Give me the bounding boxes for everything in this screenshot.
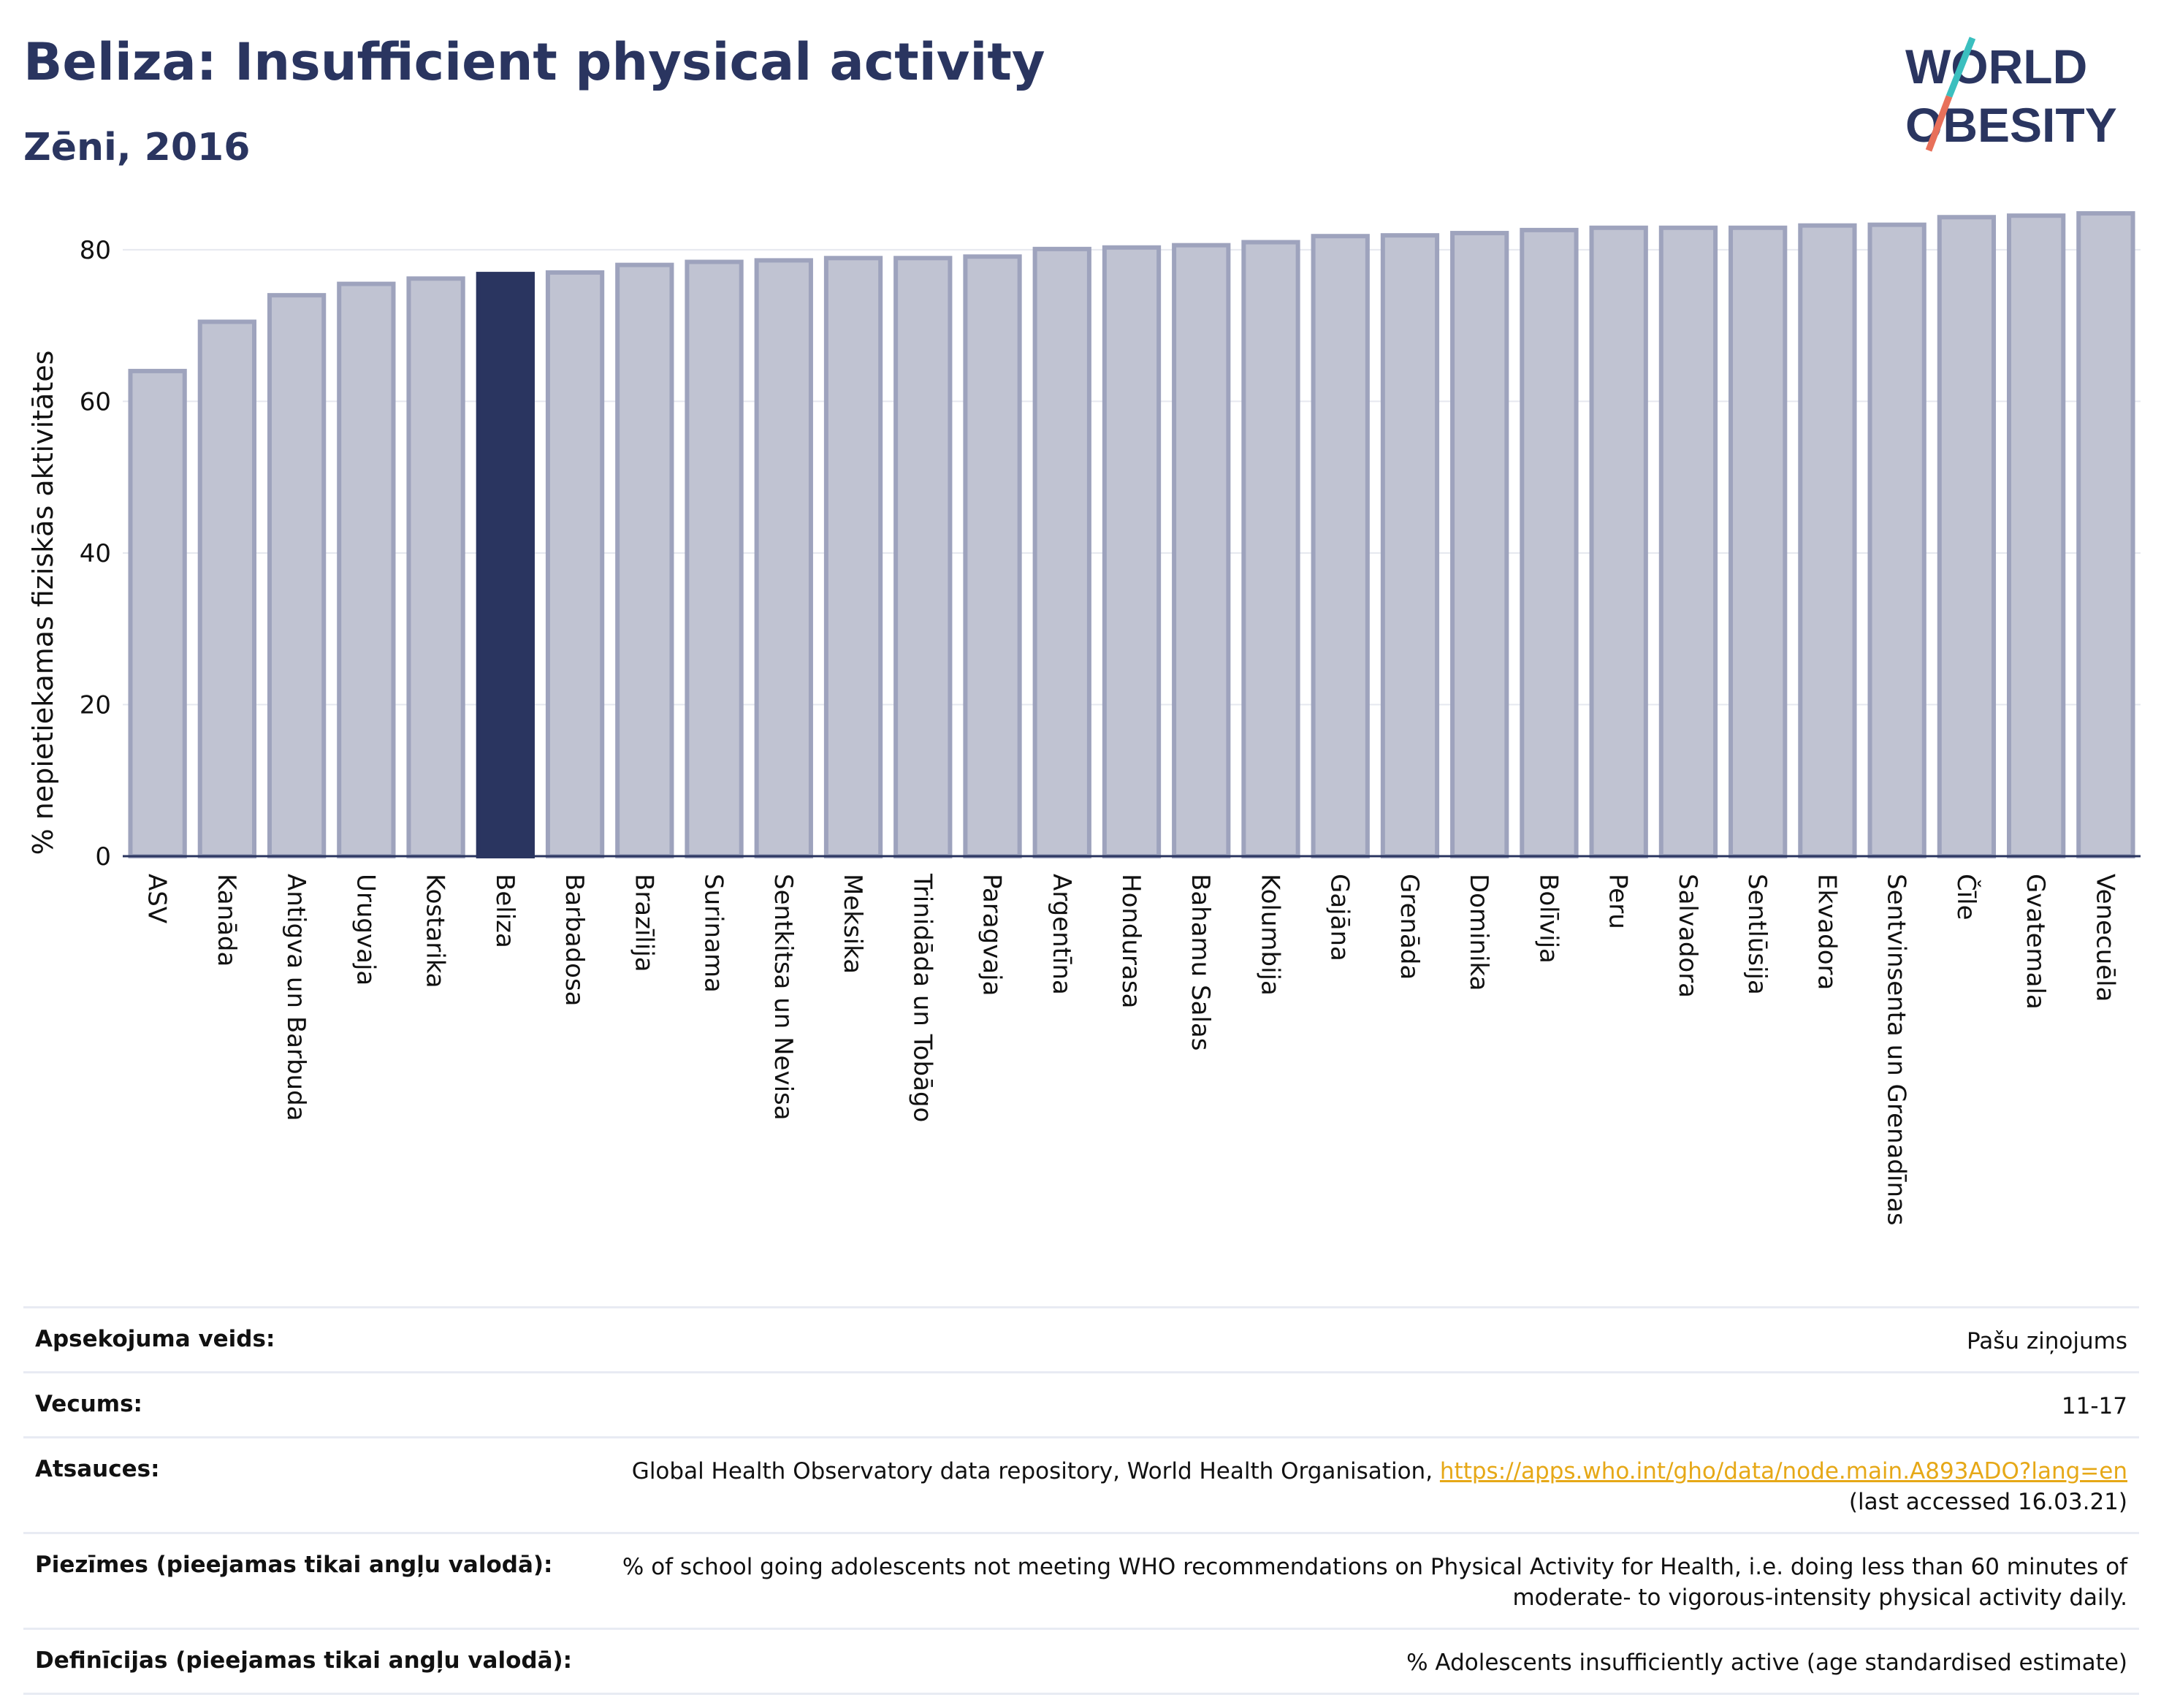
bar-paragvaja xyxy=(963,254,1022,858)
bar-antigva-un-barbuda xyxy=(267,293,327,858)
y-axis: 0 20 40 60 80 xyxy=(80,236,111,872)
bar-sentkitsa-un-nevisa xyxy=(754,258,813,858)
x-tick-label: Barbadosa xyxy=(560,874,589,1007)
bar-hondurasa xyxy=(1102,245,1162,858)
x-tick-label: Kanāda xyxy=(212,874,241,967)
logo-line1: WORLD xyxy=(1905,39,2087,94)
meta-row-definitions: Definīcijas (pieejamas tikai angļu valod… xyxy=(23,1628,2139,1695)
bar-grenāda xyxy=(1380,233,1440,858)
y-tick-label: 60 xyxy=(80,387,111,416)
x-tick-label: Hondurasa xyxy=(1116,874,1146,1008)
x-tick-label: Urugvaja xyxy=(351,874,380,985)
bar-dominika xyxy=(1450,231,1509,858)
bar-urugvaja xyxy=(337,281,396,858)
bar-barbadosa xyxy=(545,270,605,858)
x-tick-label: Surinama xyxy=(699,874,728,993)
y-tick-label: 20 xyxy=(80,690,111,720)
x-tick-label: Grenāda xyxy=(1395,874,1424,980)
meta-value: Global Health Observatory data repositor… xyxy=(632,1456,2127,1517)
reference-link[interactable]: https://apps.who.int/gho/data/node.main.… xyxy=(1439,1458,2127,1484)
reference-text: Global Health Observatory data repositor… xyxy=(631,1458,1440,1484)
meta-label: Apsekojuma veids: xyxy=(35,1326,275,1352)
x-tick-label: Bahamu Salas xyxy=(1186,874,1215,1051)
metadata-table: Apsekojuma veids: Pašu ziņojums Vecums: … xyxy=(23,1306,2139,1695)
y-axis-label: % nepietiekamas fiziskās aktivitātes xyxy=(27,351,59,855)
chart-title: Beliza: Insufficient physical activity xyxy=(23,32,1045,92)
bar-asv xyxy=(128,368,187,858)
bar-sentvinsenta-un-grenadīnas xyxy=(1867,222,1926,858)
bar-čīle xyxy=(1937,215,1997,858)
bar-sentlūsija xyxy=(1729,225,1788,858)
bars xyxy=(128,211,2135,859)
x-tick-label: Gajāna xyxy=(1325,874,1354,961)
meta-row-survey-type: Apsekojuma veids: Pašu ziņojums xyxy=(23,1306,2139,1371)
reference-accessed: (last accessed 16.03.21) xyxy=(1848,1489,2127,1515)
x-tick-label: Ekvadora xyxy=(1812,874,1841,990)
x-axis: ASV Kanāda Antigva un Barbuda Urugvaja Kosta… xyxy=(123,855,2141,1226)
x-tick-label: Dominika xyxy=(1464,874,1493,991)
notes-line1: % of school going adolescents not meetin… xyxy=(622,1554,2127,1580)
bar-bolīvija xyxy=(1520,227,1579,859)
y-tick-label: 0 xyxy=(95,842,111,872)
x-tick-label: Salvadora xyxy=(1673,874,1702,998)
x-tick-label: ASV xyxy=(142,874,172,923)
meta-value: Pašu ziņojums xyxy=(1966,1328,2127,1354)
chart-subtitle: Zēni, 2016 xyxy=(23,126,251,169)
meta-row-references: Atsauces: Global Health Observatory data… xyxy=(23,1436,2139,1532)
bar-salvadora xyxy=(1658,225,1718,858)
meta-value: 11-17 xyxy=(2061,1393,2127,1419)
bar-venecuēla xyxy=(2076,211,2135,858)
meta-row-age: Vecums: 11-17 xyxy=(23,1371,2139,1436)
y-tick-label: 40 xyxy=(80,539,111,568)
notes-line2: moderate- to vigorous-intensity physical… xyxy=(1512,1585,2127,1611)
x-tick-label: Beliza xyxy=(490,874,519,948)
meta-row-notes: Piezīmes (pieejamas tikai angļu valodā):… xyxy=(23,1532,2139,1628)
meta-label: Vecums: xyxy=(35,1391,142,1417)
x-tick-label: Brazīlija xyxy=(629,874,658,972)
x-tick-label: Sentkitsa un Nevisa xyxy=(769,874,798,1121)
x-tick-label: Kolumbija xyxy=(1255,874,1284,996)
x-tick-label: Venecuēla xyxy=(2090,874,2119,1002)
bar-ekvadora xyxy=(1798,223,1857,858)
x-tick-label: Čīle xyxy=(1951,874,1981,920)
x-tick-label: Paragvaja xyxy=(977,874,1007,996)
bar-bahamu-salas xyxy=(1172,243,1231,858)
logo-slash-teal xyxy=(1945,37,1976,98)
bar-gajāna xyxy=(1311,234,1370,858)
x-tick-label: Meksika xyxy=(838,874,867,974)
x-tick-label: Trinidāda un Tobāgo xyxy=(907,873,937,1122)
meta-label: Piezīmes (pieejamas tikai angļu valodā): xyxy=(35,1552,553,1578)
bar-chart: 0 20 40 60 80 ASV Kanāda Antigva un Barbuda Uru… xyxy=(27,211,2141,1226)
meta-value: % Adolescents insufficiently active (age… xyxy=(1406,1650,2127,1676)
x-tick-label: Peru xyxy=(1604,874,1633,929)
bar-surinama xyxy=(685,259,744,859)
meta-label: Atsauces: xyxy=(35,1456,160,1482)
x-tick-label: Argentīna xyxy=(1047,874,1076,995)
bar-trinidāda-un-tobāgo xyxy=(893,256,953,859)
logo-slash-coral xyxy=(1925,95,1953,152)
bar-brazīlija xyxy=(615,262,674,858)
bar-meksika xyxy=(823,256,883,859)
bar-peru xyxy=(1589,225,1648,858)
x-tick-label: Sentvinsenta un Grenadīnas xyxy=(1882,874,1911,1226)
bar-argentīna xyxy=(1032,246,1091,858)
meta-label: Definīcijas (pieejamas tikai angļu valod… xyxy=(35,1647,573,1674)
x-tick-label: Gvatemala xyxy=(2021,874,2050,1010)
meta-value: % of school going adolescents not meetin… xyxy=(622,1552,2127,1613)
y-tick-label: 80 xyxy=(80,236,111,265)
bar-kolumbija xyxy=(1241,240,1300,859)
x-tick-label: Bolīvija xyxy=(1533,874,1563,964)
world-obesity-logo: WORLD OBESITY xyxy=(1905,37,2117,152)
x-tick-label: Kostarika xyxy=(421,874,450,988)
x-tick-label: Sentlūsija xyxy=(1742,874,1772,995)
bar-kanāda xyxy=(197,319,257,859)
bar-gvatemala xyxy=(2006,213,2066,858)
bar-kostarika xyxy=(406,276,465,858)
x-tick-label: Antigva un Barbuda xyxy=(281,874,310,1121)
bar-beliza xyxy=(476,272,535,859)
